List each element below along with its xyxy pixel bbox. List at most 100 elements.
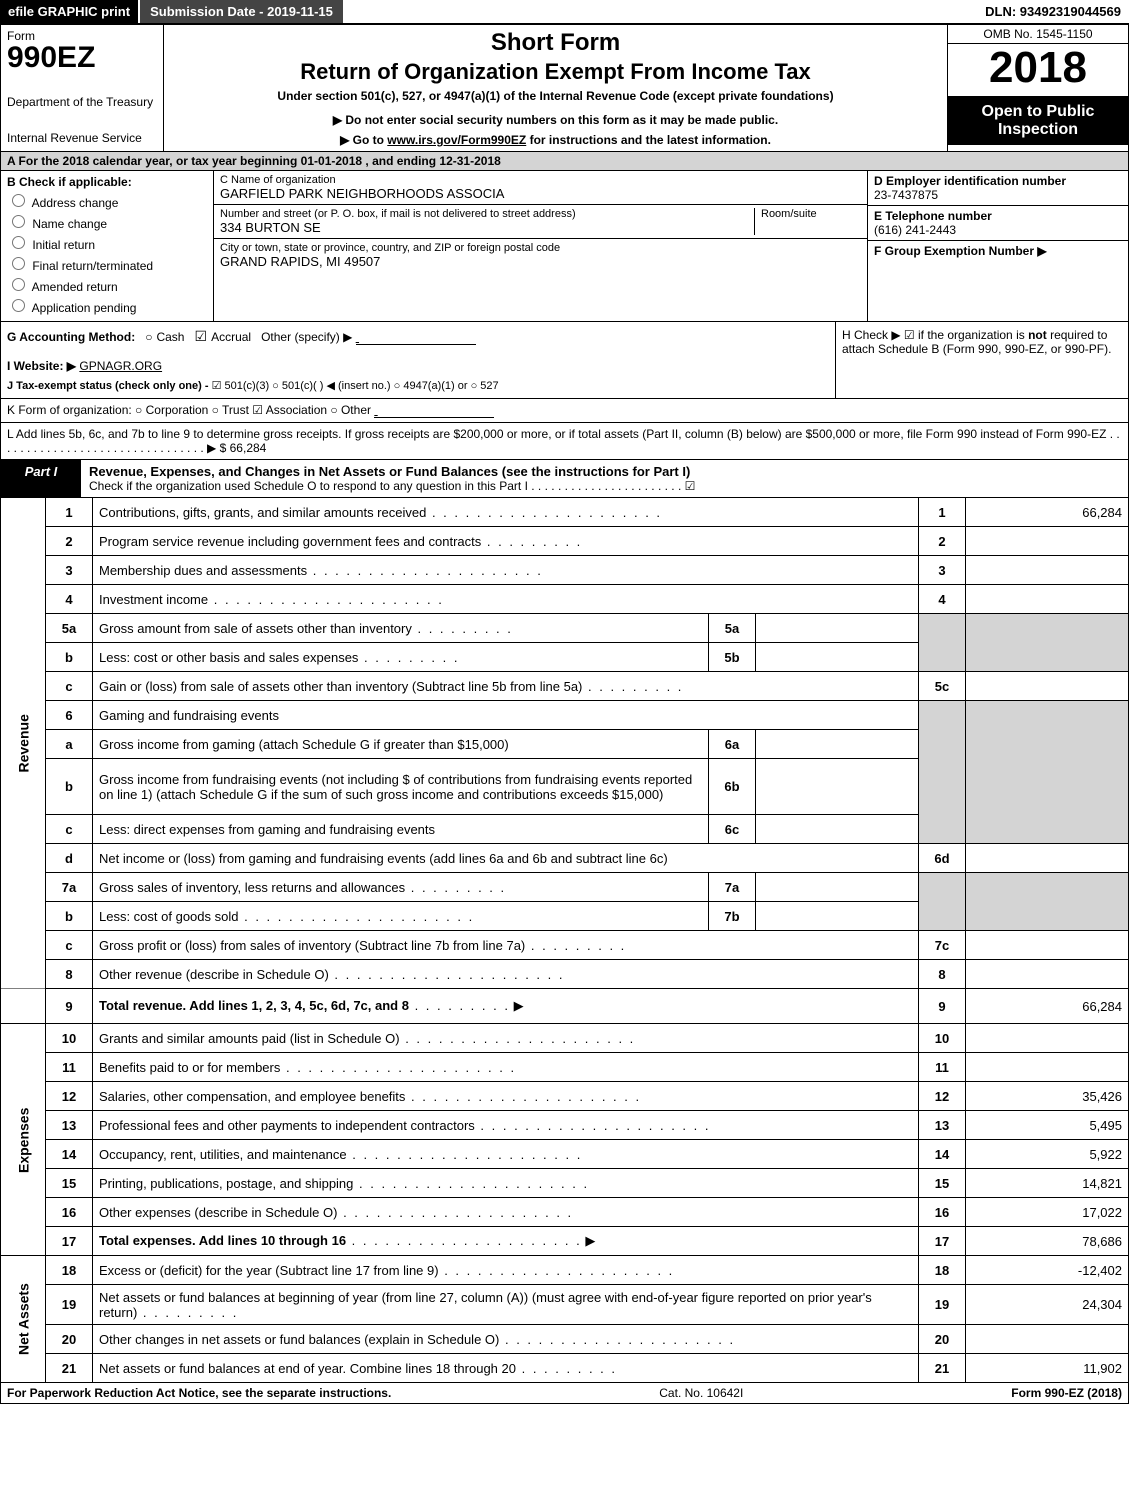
footer-paperwork: For Paperwork Reduction Act Notice, see … [7, 1386, 391, 1400]
dln-label: DLN: 93492319044569 [977, 0, 1129, 23]
val-line-17: 78,686 [966, 1227, 1129, 1256]
table-row: 20 Other changes in net assets or fund b… [1, 1325, 1129, 1354]
part-i-label: Part I [1, 460, 81, 497]
chk-final-return[interactable]: Final return/terminated [7, 254, 207, 273]
table-row: 8 Other revenue (describe in Schedule O)… [1, 960, 1129, 989]
goto-post: for instructions and the latest informat… [526, 133, 771, 147]
dept-irs: Internal Revenue Service [7, 131, 157, 145]
ein-label: D Employer identification number [874, 174, 1122, 188]
org-name-label: C Name of organization [220, 174, 861, 186]
val-line-10 [966, 1024, 1129, 1053]
table-row: 2 Program service revenue including gove… [1, 527, 1129, 556]
tax-period-row: A For the 2018 calendar year, or tax yea… [0, 152, 1129, 171]
efile-print-label[interactable]: efile GRAPHIC print [0, 0, 140, 23]
val-line-7b [756, 902, 919, 931]
table-row: c Gross profit or (loss) from sales of i… [1, 931, 1129, 960]
form-number: 990EZ [7, 43, 157, 73]
submission-date-label: Submission Date - 2019-11-15 [140, 0, 343, 23]
accounting-method-line: G Accounting Method: Cash Accrual Other … [7, 328, 829, 345]
table-row: 6 Gaming and fundraising events [1, 701, 1129, 730]
street-label: Number and street (or P. O. box, if mail… [220, 208, 748, 220]
form-number-block: Form 990EZ Department of the Treasury In… [1, 25, 164, 151]
val-line-18: -12,402 [966, 1256, 1129, 1285]
section-net-assets: Net Assets [1, 1256, 46, 1383]
short-form-title: Short Form [170, 29, 941, 57]
table-row: 16 Other expenses (describe in Schedule … [1, 1198, 1129, 1227]
val-line-9: 66,284 [966, 989, 1129, 1024]
table-row: 5a Gross amount from sale of assets othe… [1, 614, 1129, 643]
section-b-label: B Check if applicable: [7, 175, 207, 189]
tel-value: (616) 241-2443 [874, 223, 1122, 237]
accounting-website-row: G Accounting Method: Cash Accrual Other … [0, 322, 1129, 399]
chk-amended-return[interactable]: Amended return [7, 275, 207, 294]
val-line-7a [756, 873, 919, 902]
table-row: Expenses 10 Grants and similar amounts p… [1, 1024, 1129, 1053]
val-line-1: 66,284 [966, 498, 1129, 527]
table-row: 11 Benefits paid to or for members 11 [1, 1053, 1129, 1082]
table-row: 19 Net assets or fund balances at beginn… [1, 1285, 1129, 1325]
val-line-6a [756, 730, 919, 759]
goto-link[interactable]: www.irs.gov/Form990EZ [387, 133, 526, 147]
return-title: Return of Organization Exempt From Incom… [170, 59, 941, 85]
val-line-5b [756, 643, 919, 672]
acct-cash[interactable] [145, 330, 156, 344]
val-line-4 [966, 585, 1129, 614]
val-line-13: 5,495 [966, 1111, 1129, 1140]
section-expenses: Expenses [1, 1024, 46, 1256]
ssn-warning: ▶ Do not enter social security numbers o… [170, 113, 941, 127]
line-l-gross-receipts: L Add lines 5b, 6c, and 7b to line 9 to … [0, 423, 1129, 460]
table-row: 15 Printing, publications, postage, and … [1, 1169, 1129, 1198]
val-line-5c [966, 672, 1129, 701]
val-line-21: 11,902 [966, 1354, 1129, 1383]
table-row: 12 Salaries, other compensation, and emp… [1, 1082, 1129, 1111]
org-name: GARFIELD PARK NEIGHBORHOODS ASSOCIA [220, 186, 861, 201]
table-row: 3 Membership dues and assessments 3 [1, 556, 1129, 585]
period-begin: 01-01-2018 [301, 154, 362, 168]
form-header: Form 990EZ Department of the Treasury In… [0, 25, 1129, 152]
acct-accrual[interactable] [195, 330, 212, 344]
table-row: d Net income or (loss) from gaming and f… [1, 844, 1129, 873]
website-value[interactable]: GPNAGR.ORG [79, 359, 162, 373]
line-k-form-org: K Form of organization: ○ Corporation ○ … [0, 399, 1129, 423]
table-row: Revenue 1 Contributions, gifts, grants, … [1, 498, 1129, 527]
line-l-amount: $ 66,284 [220, 441, 267, 455]
table-row: 13 Professional fees and other payments … [1, 1111, 1129, 1140]
street-value: 334 BURTON SE [220, 220, 748, 235]
val-line-2 [966, 527, 1129, 556]
section-h: H Check ▶ ☑ if the organization is not r… [835, 322, 1128, 398]
footer-catno: Cat. No. 10642I [659, 1386, 743, 1400]
goto-line: ▶ Go to www.irs.gov/Form990EZ for instru… [170, 133, 941, 147]
city-value: GRAND RAPIDS, MI 49507 [220, 254, 861, 269]
under-section: Under section 501(c), 527, or 4947(a)(1)… [170, 89, 941, 103]
table-row: Net Assets 18 Excess or (deficit) for th… [1, 1256, 1129, 1285]
val-line-8 [966, 960, 1129, 989]
val-line-19: 24,304 [966, 1285, 1129, 1325]
val-line-5a [756, 614, 919, 643]
chk-initial-return[interactable]: Initial return [7, 233, 207, 252]
tax-exempt-status-line: J Tax-exempt status (check only one) - ☑… [7, 379, 829, 392]
val-line-16: 17,022 [966, 1198, 1129, 1227]
table-row: c Gain or (loss) from sale of assets oth… [1, 672, 1129, 701]
group-exemption-label: F Group Exemption Number ▶ [874, 244, 1122, 258]
footer-form: Form 990-EZ (2018) [1011, 1386, 1122, 1400]
period-pre: A For the 2018 calendar year, or tax yea… [7, 154, 301, 168]
schedule-table: Revenue 1 Contributions, gifts, grants, … [0, 498, 1129, 1383]
table-row: 14 Occupancy, rent, utilities, and maint… [1, 1140, 1129, 1169]
part-i-header: Part I Revenue, Expenses, and Changes in… [0, 460, 1129, 498]
period-mid: , and ending [365, 154, 439, 168]
dept-treasury: Department of the Treasury [7, 95, 157, 109]
section-d-ids: D Employer identification number 23-7437… [867, 171, 1128, 321]
city-label: City or town, state or province, country… [220, 242, 861, 254]
val-line-12: 35,426 [966, 1082, 1129, 1111]
val-line-3 [966, 556, 1129, 585]
tel-label: E Telephone number [874, 209, 1122, 223]
val-line-15: 14,821 [966, 1169, 1129, 1198]
val-line-6c [756, 815, 919, 844]
chk-address-change[interactable]: Address change [7, 191, 207, 210]
period-end: 12-31-2018 [439, 154, 500, 168]
chk-name-change[interactable]: Name change [7, 212, 207, 231]
val-line-20 [966, 1325, 1129, 1354]
part-i-title: Revenue, Expenses, and Changes in Net As… [81, 460, 1128, 497]
table-row: 7a Gross sales of inventory, less return… [1, 873, 1129, 902]
chk-application-pending[interactable]: Application pending [7, 296, 207, 315]
